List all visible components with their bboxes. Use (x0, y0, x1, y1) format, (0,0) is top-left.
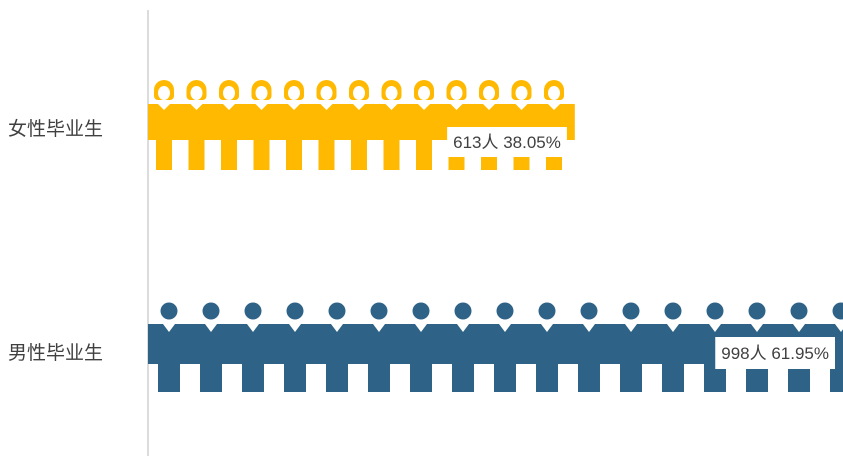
data-label-box-male (715, 337, 835, 369)
data-label-box-female (447, 127, 567, 157)
category-label-male: 男性毕业生 (8, 342, 104, 364)
data-label-male: 998人 61.95% (721, 344, 829, 363)
data-label-female: 613人 38.05% (453, 133, 561, 152)
category-label-female: 女性毕业生 (8, 118, 104, 140)
